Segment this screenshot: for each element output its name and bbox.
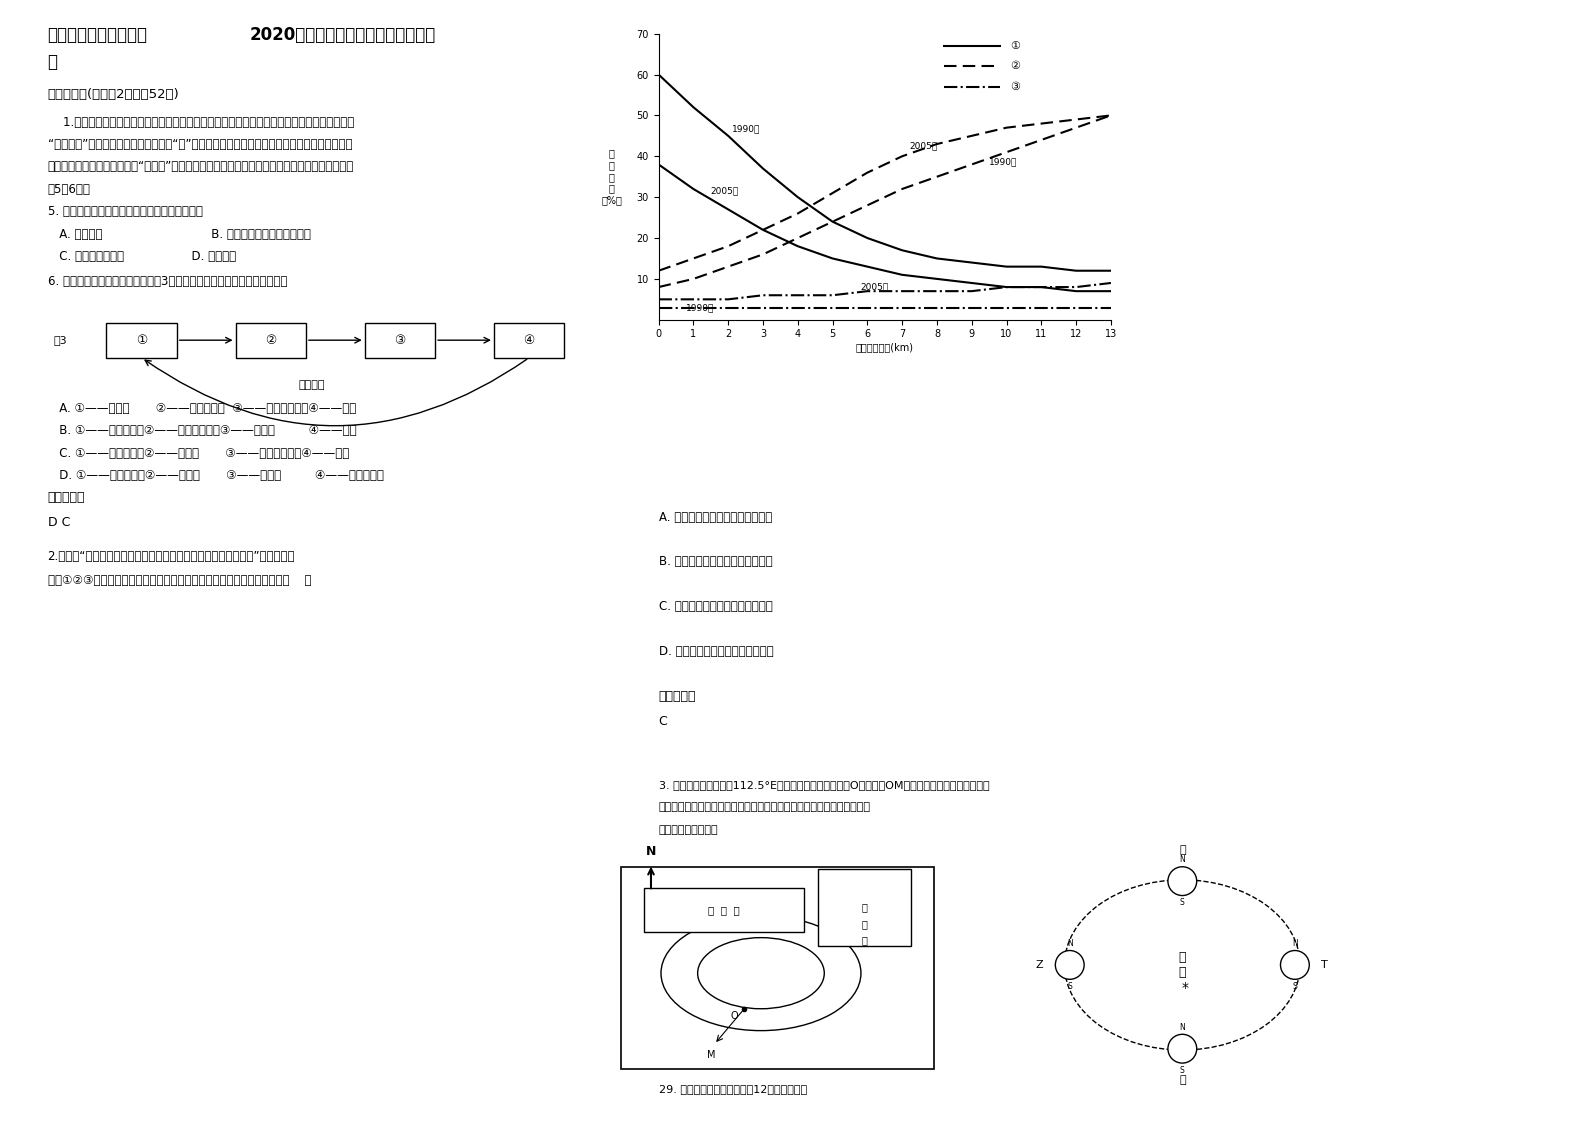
Text: 学: 学 xyxy=(862,919,867,929)
Text: S: S xyxy=(1181,898,1184,908)
Text: M: M xyxy=(706,1050,716,1060)
Y-axis label: 面
积
比
例
（%）: 面 积 比 例 （%） xyxy=(601,148,622,205)
Text: ③: ③ xyxy=(394,333,406,347)
Text: 5. 材料描述的农业新模式与下列选项最吻合的是: 5. 材料描述的农业新模式与下列选项最吻合的是 xyxy=(48,205,203,219)
Text: C. 热带种植园农业                  D. 生态农业: C. 热带种植园农业 D. 生态农业 xyxy=(48,250,236,264)
Text: T: T xyxy=(1320,960,1328,969)
Circle shape xyxy=(1168,1034,1197,1064)
Text: 丁: 丁 xyxy=(1179,1075,1185,1085)
Text: 安徽省滁州市长山中学: 安徽省滁州市长山中学 xyxy=(48,26,148,44)
Text: 参考答案：: 参考答案： xyxy=(48,491,86,505)
Text: A. ①——猪羊，       ②——玉米花菜，  ③——浮游水生物、④——虾蟹: A. ①——猪羊， ②——玉米花菜， ③——浮游水生物、④——虾蟹 xyxy=(48,402,355,415)
Text: D. 商业用地、居住用地、工业用地: D. 商业用地、居住用地、工业用地 xyxy=(659,645,773,659)
Text: C. 居住用地、工业用地、商业用地: C. 居住用地、工业用地、商业用地 xyxy=(659,600,773,614)
Text: N: N xyxy=(646,845,655,858)
Text: 丙: 丙 xyxy=(1179,845,1185,855)
Text: 2005年: 2005年 xyxy=(711,186,740,195)
Text: 2005年: 2005年 xyxy=(909,141,938,150)
Text: 据此完成下列各题。: 据此完成下列各题。 xyxy=(659,825,719,835)
Text: 1990年: 1990年 xyxy=(732,125,760,134)
Text: 教: 教 xyxy=(862,902,867,912)
Text: ②: ② xyxy=(1009,62,1020,72)
Text: ④: ④ xyxy=(524,333,535,347)
Text: 6. 根据以上材料画出的示意图（图3），图示中的数码与文字组合正确的是: 6. 根据以上材料画出的示意图（图3），图示中的数码与文字组合正确的是 xyxy=(48,275,287,288)
Text: 2.如图为“我国某城市工业、商业和居住用地比例时空变化示意图”。读图回答: 2.如图为“我国某城市工业、商业和居住用地比例时空变化示意图”。读图回答 xyxy=(48,550,295,563)
Text: 曲线①②③代表的土地利用类型符合一般城市三类用地时空变化特点的是（    ）: 曲线①②③代表的土地利用类型符合一般城市三类用地时空变化特点的是（ ） xyxy=(48,574,311,588)
Text: 阳: 阳 xyxy=(1179,966,1185,980)
Text: O: O xyxy=(730,1012,738,1021)
Text: B. ①——玉米花菜、②——浮游水生物、③——虾蟹、         ④——猪羊: B. ①——玉米花菜、②——浮游水生物、③——虾蟹、 ④——猪羊 xyxy=(48,424,355,438)
Text: 造的优良水环境则为虾蟹质量“打基础”，年底清塘时，塘底污泥作为肥料还田，增强土地肥力。回: 造的优良水环境则为虾蟹质量“打基础”，年底清塘时，塘底污泥作为肥料还田，增强土地… xyxy=(48,160,354,174)
Circle shape xyxy=(1168,866,1197,895)
Text: 析: 析 xyxy=(48,53,57,71)
Text: D C: D C xyxy=(48,516,70,530)
Text: 塘底污泥: 塘底污泥 xyxy=(298,380,325,390)
Text: S: S xyxy=(1068,982,1073,991)
Text: S: S xyxy=(1181,1066,1184,1075)
Text: ②: ② xyxy=(265,333,276,347)
Circle shape xyxy=(1281,950,1309,980)
Text: 太: 太 xyxy=(1179,950,1185,964)
Text: “农业垃圾”用来养猪羊，猪的部分粪便“漂”入蟹塘，成为浮游水生物的营养食品，而浮游生物营: “农业垃圾”用来养猪羊，猪的部分粪便“漂”入蟹塘，成为浮游水生物的营养食品，而浮… xyxy=(48,138,352,151)
Circle shape xyxy=(1055,950,1084,980)
Bar xyxy=(365,323,435,358)
Text: 体  育  馆: 体 育 馆 xyxy=(708,905,740,916)
Text: 答5、6题。: 答5、6题。 xyxy=(48,183,90,196)
Text: 2020年高三地理下学期期末试题含解: 2020年高三地理下学期期末试题含解 xyxy=(249,26,435,44)
Text: N: N xyxy=(1179,855,1185,864)
X-axis label: 距市中心距离(km): 距市中心距离(km) xyxy=(855,342,914,352)
Text: 生现日落时日影的指向随日期移动。下图示意二分二至日地球公转轨道。: 生现日落时日影的指向随日期移动。下图示意二分二至日地球公转轨道。 xyxy=(659,802,871,812)
Bar xyxy=(817,870,911,946)
Text: 1990年: 1990年 xyxy=(687,304,714,313)
Bar xyxy=(494,323,565,358)
Text: ①: ① xyxy=(136,333,148,347)
Text: C. ①——玉米花菜、②——猪羊，       ③——浮游水生物、④——虾蟹: C. ①——玉米花菜、②——猪羊， ③——浮游水生物、④——虾蟹 xyxy=(48,447,349,460)
Text: 3. 下图示意太原市（约112.5°E）某中学校园局部平面，O为旗杆，OM为某日某时旗杆日影，该校学: 3. 下图示意太原市（约112.5°E）某中学校园局部平面，O为旗杆，OM为某日… xyxy=(659,780,989,790)
Text: S: S xyxy=(1292,982,1297,991)
Text: N: N xyxy=(1179,1022,1185,1032)
Text: ③: ③ xyxy=(1009,82,1020,92)
Text: *: * xyxy=(1181,982,1189,995)
Bar xyxy=(644,889,805,932)
Text: 楼: 楼 xyxy=(862,936,867,946)
Text: 29. 图中所示时刻到北京时间12时，旗杆日影: 29. 图中所示时刻到北京时间12时，旗杆日影 xyxy=(659,1084,806,1094)
Bar xyxy=(235,323,306,358)
Text: B. 居住用地、商业用地、工业用地: B. 居住用地、商业用地、工业用地 xyxy=(659,555,773,569)
Text: 1.崇明岛上一家农业合作社种田用上了新模式，春天种玉米，秋天种花菜、玉米秆、花菜叶等: 1.崇明岛上一家农业合作社种田用上了新模式，春天种玉米，秋天种花菜、玉米秆、花菜… xyxy=(48,116,354,129)
Text: Z: Z xyxy=(1036,960,1044,969)
Text: 参考答案：: 参考答案： xyxy=(659,690,697,703)
Text: C: C xyxy=(659,715,668,728)
Text: A. 工业用地、居住用地、商业用地: A. 工业用地、居住用地、商业用地 xyxy=(659,511,771,524)
Text: 一、选择题(每小题2分，共52分): 一、选择题(每小题2分，共52分) xyxy=(48,88,179,101)
Text: 2005年: 2005年 xyxy=(860,282,889,291)
Text: 1990年: 1990年 xyxy=(989,157,1017,166)
Text: A. 旱作农业                             B. 高度发达的商品化混合农业: A. 旱作农业 B. 高度发达的商品化混合农业 xyxy=(48,228,311,241)
Text: N: N xyxy=(1292,939,1298,948)
Text: N: N xyxy=(1066,939,1073,948)
Text: 图3: 图3 xyxy=(54,335,67,346)
Text: ①: ① xyxy=(1009,40,1020,50)
Bar xyxy=(106,323,176,358)
Text: D. ①——玉米花菜、②——猪羊，       ③——虾蟹、         ④——浮游水生物: D. ①——玉米花菜、②——猪羊， ③——虾蟹、 ④——浮游水生物 xyxy=(48,469,384,482)
